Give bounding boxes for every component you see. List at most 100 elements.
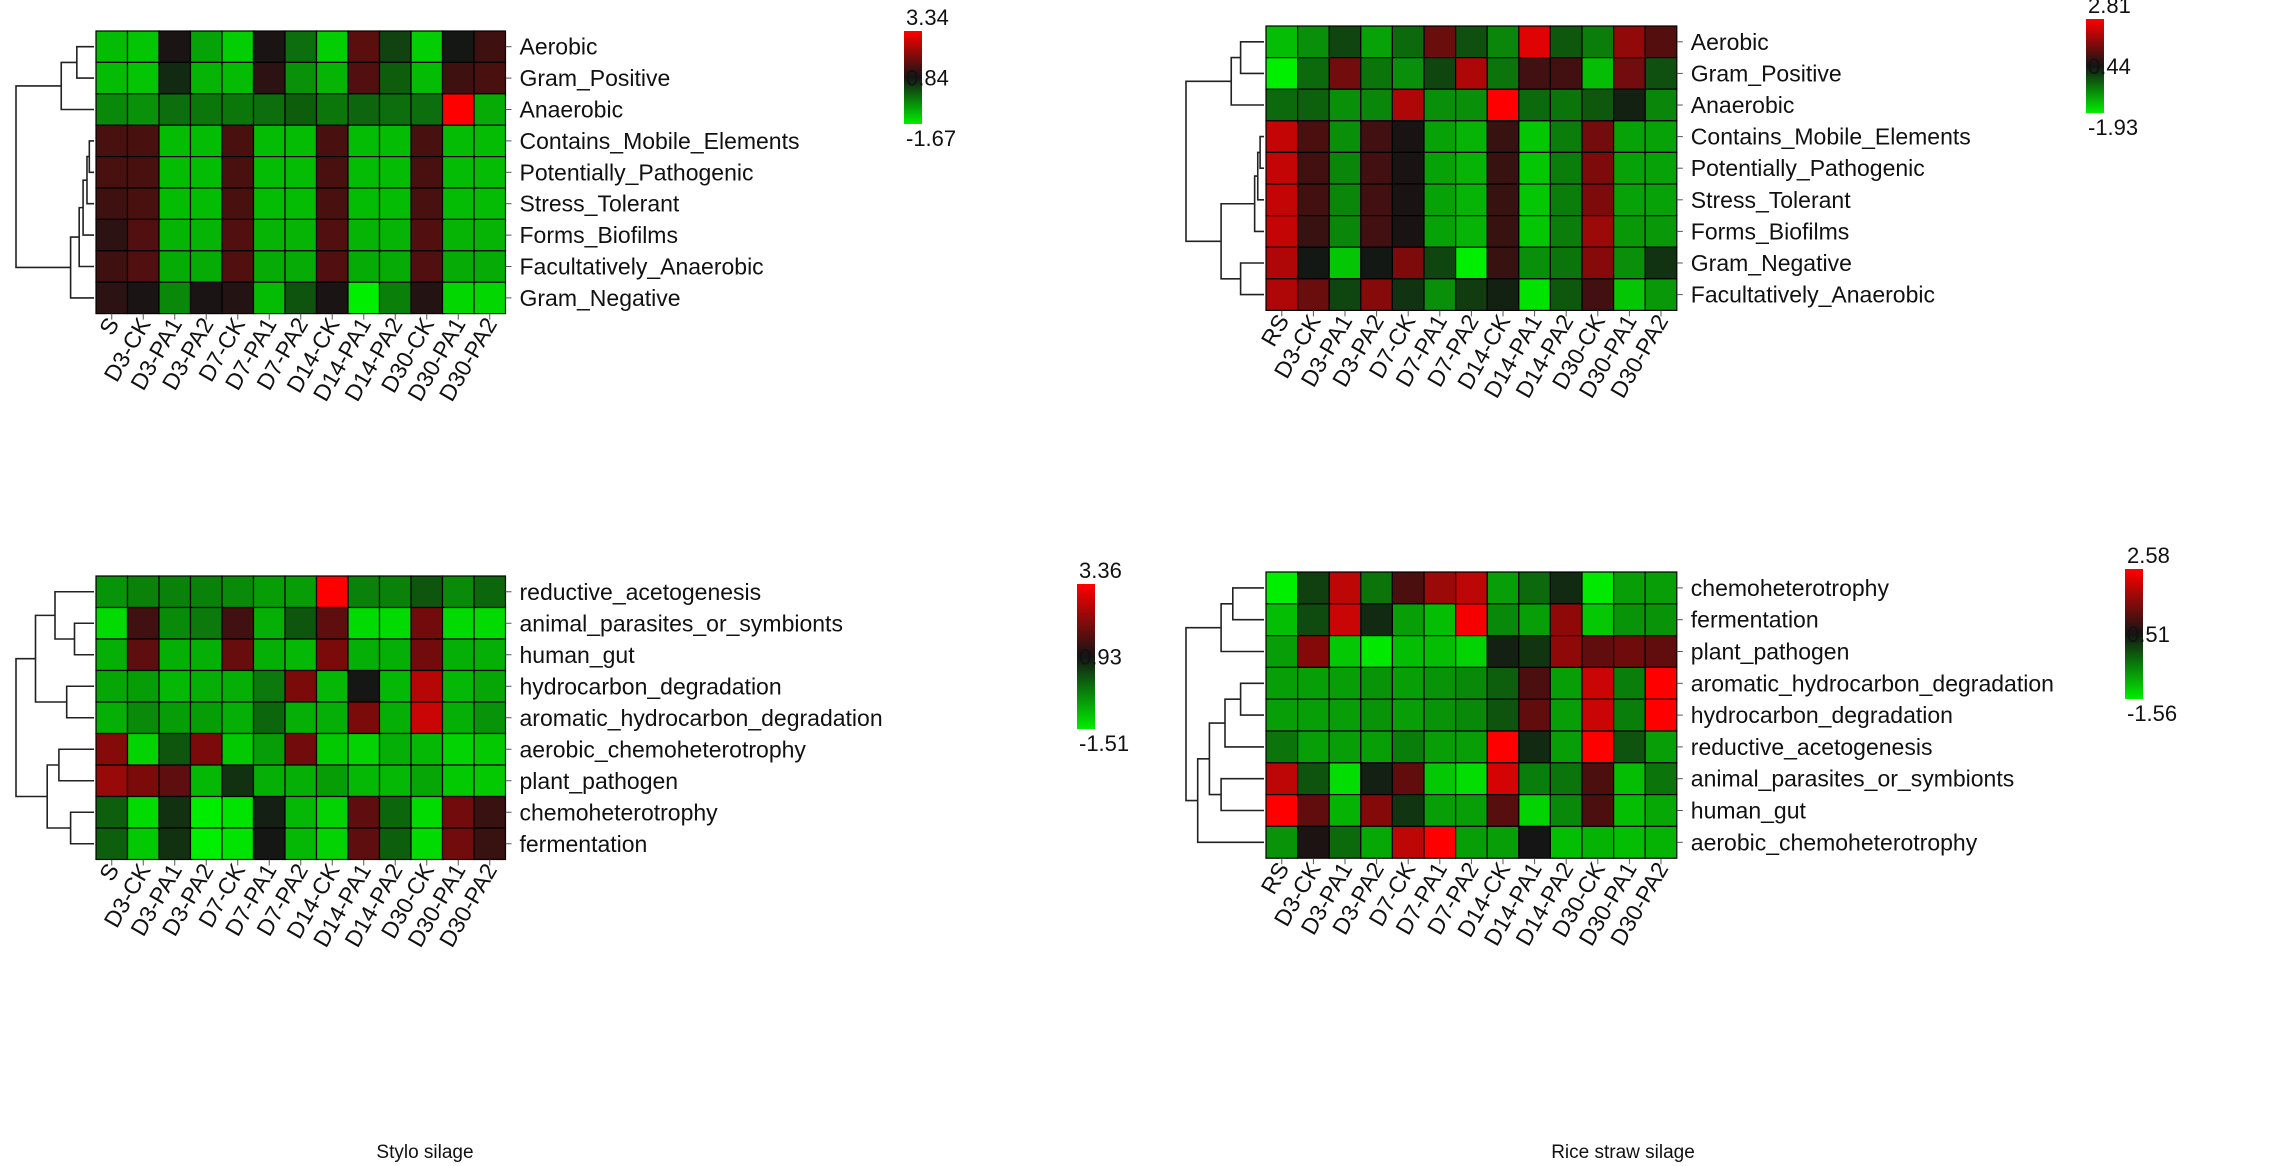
row-label: hydrocarbon_degradation <box>520 673 782 699</box>
scale-label: 0.44 <box>2088 54 2131 79</box>
heatmap-cell <box>1549 278 1583 311</box>
heatmap-cell <box>473 218 507 252</box>
heatmap-cell <box>1518 183 1552 217</box>
heatmap-cell <box>252 827 286 861</box>
heatmap-cell <box>1360 88 1394 122</box>
scale-label: 0.84 <box>906 66 949 91</box>
heatmap-cell <box>1644 666 1678 700</box>
heatmap-cell <box>378 30 412 63</box>
heatmap-cell <box>1644 603 1678 637</box>
heatmap-cell <box>1328 278 1362 311</box>
heatmap-cell <box>410 281 444 315</box>
heatmap-cell <box>284 250 318 283</box>
caption-stylo-silage: Stylo silage <box>376 1142 473 1163</box>
heatmap-cell <box>1454 634 1488 668</box>
heatmap-cell <box>189 187 223 220</box>
heatmap-cell <box>1265 246 1299 280</box>
heatmap-cell <box>347 156 381 189</box>
heatmap-cell <box>1360 120 1394 154</box>
heatmap-cell <box>1612 603 1646 637</box>
heatmap-cell <box>347 701 381 735</box>
heatmap-cell <box>441 795 475 829</box>
heatmap-cell <box>1360 634 1394 668</box>
color-scale-bar <box>2086 19 2104 113</box>
row-label: Anaerobic <box>1691 92 1795 118</box>
heatmap-cell <box>1423 120 1457 154</box>
heatmap-cell <box>1486 215 1520 248</box>
heatmap-cell <box>378 701 412 735</box>
heatmap-cell <box>1549 571 1583 605</box>
heatmap-cell <box>1328 215 1362 248</box>
heatmap-cell <box>315 61 349 95</box>
heatmap-cell <box>410 156 444 189</box>
heatmap-cell <box>1296 730 1330 764</box>
heatmap-cell <box>1423 666 1457 700</box>
heatmap-cell <box>378 764 412 798</box>
row-label: Forms_Biofilms <box>1691 218 1849 244</box>
heatmap-cell <box>1328 825 1362 859</box>
heatmap-cell <box>1518 246 1552 280</box>
heatmap-cell <box>1518 571 1552 605</box>
scale-label: 0.93 <box>1079 645 1122 670</box>
heatmap-cell <box>410 638 444 672</box>
heatmap-cell <box>126 575 160 609</box>
heatmap-cell <box>347 827 381 861</box>
heatmap-cell <box>189 281 223 315</box>
dendrogram-branch <box>15 657 48 798</box>
heatmap-cell <box>1265 215 1299 248</box>
heatmap-cell <box>1486 246 1520 280</box>
heatmap-cell <box>315 732 349 766</box>
heatmap-cell <box>126 732 160 766</box>
heatmap-cell <box>1486 25 1520 59</box>
heatmap-cell <box>347 30 381 63</box>
heatmap-cell <box>1644 151 1678 185</box>
heatmap-cell <box>1328 698 1362 732</box>
heatmap-cell <box>410 187 444 220</box>
heatmap-cell <box>1296 278 1330 311</box>
row-label: Gram_Negative <box>520 285 681 311</box>
heatmap-cell <box>1391 183 1425 217</box>
heatmap-cell <box>252 701 286 735</box>
row-label: fermentation <box>1691 607 1819 633</box>
heatmap-cell <box>189 156 223 189</box>
heatmap-cell <box>441 827 475 861</box>
heatmap-cell <box>252 638 286 672</box>
heatmap-cell <box>315 281 349 315</box>
heatmap-cell <box>1612 183 1646 217</box>
heatmap-cell <box>315 701 349 735</box>
heatmap-cell <box>284 575 318 609</box>
heatmap-cell <box>158 250 192 283</box>
heatmap-cell <box>378 187 412 220</box>
heatmap-cell <box>378 575 412 609</box>
dendrogram-branch <box>58 748 94 782</box>
heatmap-cell <box>1581 56 1615 90</box>
heatmap-cell <box>284 124 318 158</box>
heatmap-cell <box>1549 183 1583 217</box>
row-label: hydrocarbon_degradation <box>1691 702 1953 728</box>
heatmap-cell <box>126 124 160 158</box>
heatmap-cell <box>1265 730 1299 764</box>
heatmap-cell <box>284 187 318 220</box>
row-label: aromatic_hydrocarbon_degradation <box>1691 670 2054 696</box>
heatmap-cell <box>221 795 255 829</box>
heatmap-cell <box>252 669 286 703</box>
heatmap-cell <box>1423 762 1457 796</box>
heatmap-cell <box>1265 698 1299 732</box>
heatmap-cell <box>1549 603 1583 637</box>
heatmap-cell <box>473 701 507 735</box>
heatmap-cell <box>441 638 475 672</box>
heatmap-cell <box>410 575 444 609</box>
heatmap-cell <box>1360 825 1394 859</box>
heatmap-cell <box>1296 666 1330 700</box>
heatmap-cell <box>410 250 444 283</box>
heatmap-cell <box>221 218 255 252</box>
heatmap-cell <box>1423 56 1457 90</box>
row-label: Facultatively_Anaerobic <box>520 254 764 280</box>
heatmap-cell <box>1454 56 1488 90</box>
heatmap-cell <box>1391 793 1425 827</box>
scale-label: -1.93 <box>2088 115 2138 140</box>
heatmap-cell <box>221 281 255 315</box>
heatmap-cell <box>1581 278 1615 311</box>
heatmap-cell <box>95 764 129 798</box>
heatmap-cell <box>1423 25 1457 59</box>
